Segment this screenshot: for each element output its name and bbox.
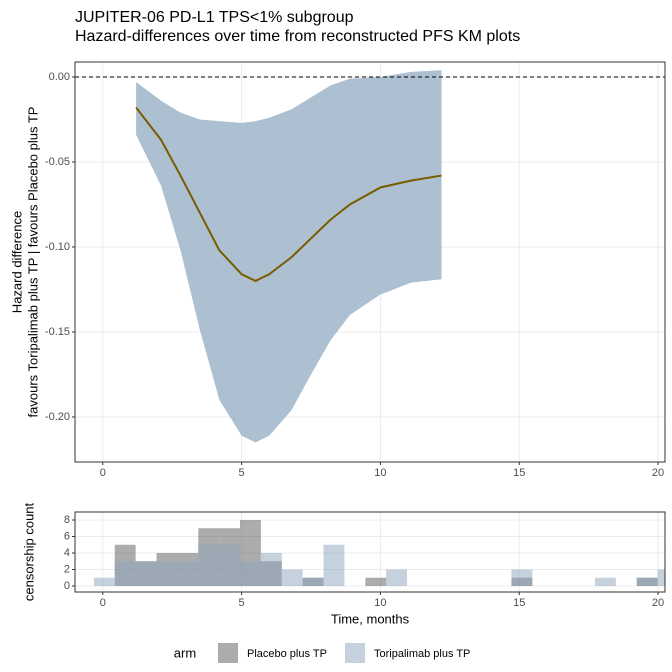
y-tick-label: -0.10	[45, 241, 70, 253]
histogram-bar	[177, 561, 199, 586]
y-tick-label: 8	[64, 514, 70, 526]
x-tick-label: 5	[239, 467, 245, 479]
x-tick-label: 0	[100, 597, 106, 609]
histogram-bar	[135, 561, 157, 586]
y-tick-label: -0.05	[45, 156, 70, 168]
histogram-bar	[636, 577, 658, 586]
histogram-bar	[114, 561, 136, 586]
histogram-bar	[386, 569, 408, 586]
histogram-bar	[365, 577, 387, 586]
histogram-bar	[219, 544, 241, 586]
histogram-bar	[657, 569, 665, 586]
x-tick-label: 15	[513, 597, 525, 609]
histogram-bar	[323, 544, 345, 586]
y-axis-label: favours Toripalimab plus TP | favours Pl…	[25, 107, 40, 418]
y-tick-label: 4	[64, 547, 70, 559]
y-tick-label: 2	[64, 563, 70, 575]
y-axis-label: censorship count	[21, 502, 36, 601]
histogram-bar	[240, 561, 261, 586]
legend-title: arm	[174, 645, 196, 660]
histogram-bar	[198, 544, 220, 586]
chart-title: JUPITER-06 PD-L1 TPS<1% subgroup	[75, 9, 354, 26]
histogram-bar	[156, 561, 178, 586]
confidence-ribbon	[136, 70, 442, 443]
x-tick-label: 10	[374, 467, 386, 479]
y-tick-label: -0.20	[45, 411, 70, 423]
legend-key	[345, 643, 365, 663]
chart-subtitle: Hazard-differences over time from recons…	[75, 28, 520, 45]
x-tick-label: 5	[239, 597, 245, 609]
line	[135, 106, 442, 283]
histogram-bar	[281, 569, 303, 586]
histogram-bar	[594, 577, 616, 586]
plot-area	[93, 520, 665, 586]
x-axis-label: Time, months	[331, 611, 410, 626]
legend-label: Toripalimab plus TP	[374, 648, 470, 660]
y-tick-label: -0.15	[45, 326, 70, 338]
y-tick-label: 6	[64, 530, 70, 542]
plot-area	[75, 70, 665, 443]
y-tick-label: 0.00	[49, 71, 70, 83]
y-tick-label: 0	[64, 580, 70, 592]
histogram-bar	[260, 552, 282, 586]
histogram-bar	[511, 569, 533, 586]
y-axis-label: Hazard difference	[9, 211, 24, 313]
x-tick-label: 15	[513, 467, 525, 479]
histogram-bar	[93, 577, 115, 586]
x-tick-label: 0	[100, 467, 106, 479]
panel-border	[74, 61, 666, 463]
x-tick-label: 20	[652, 597, 664, 609]
x-tick-label: 20	[652, 467, 664, 479]
x-tick-label: 10	[374, 597, 386, 609]
panel-border	[74, 511, 666, 593]
legend-label: Placebo plus TP	[247, 648, 327, 660]
histogram-bar	[302, 577, 324, 586]
legend-key	[218, 643, 238, 663]
